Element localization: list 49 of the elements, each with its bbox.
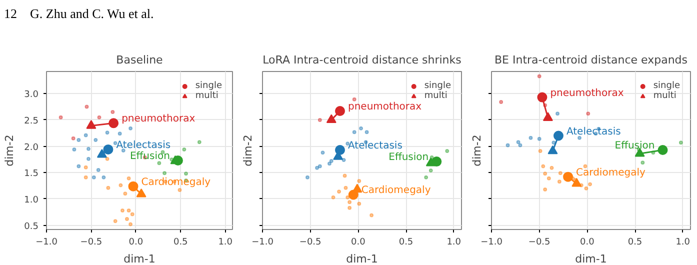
annotation: pneumothorax bbox=[348, 102, 422, 112]
y-tick-label: 1.0 bbox=[24, 195, 39, 206]
x-tick-label: 0.0 bbox=[128, 238, 144, 248]
chart-title: BE Intra-centroid distance expands bbox=[494, 54, 688, 66]
x-tick-label: 0.5 bbox=[173, 238, 188, 248]
legend-label: single bbox=[195, 81, 222, 91]
x-tick-label: 0.5 bbox=[628, 238, 642, 248]
annotation: Effusion bbox=[130, 151, 170, 162]
annotation: Cardiomegaly bbox=[141, 176, 211, 188]
x-tick-label: 1.0 bbox=[676, 238, 690, 248]
x-axis-title: dim-1 bbox=[124, 252, 156, 265]
x-tick-label: 1.0 bbox=[446, 238, 462, 248]
x-tick-label: 0.5 bbox=[398, 238, 414, 248]
annotation: Effusion bbox=[388, 152, 429, 164]
y-tick-label: 2.0 bbox=[24, 142, 39, 153]
text: 12 G. Zhu and C. Wu et al. bbox=[4, 5, 154, 23]
legend-label: multi bbox=[195, 91, 218, 101]
legend-label: multi bbox=[424, 91, 448, 101]
y-axis-title: dim-2 bbox=[3, 134, 16, 166]
legend-label: multi bbox=[653, 91, 676, 101]
annotation: pneumothorax bbox=[550, 88, 624, 99]
x-tick-label: −1.0 bbox=[36, 238, 58, 248]
y-axis-title: dim-2 bbox=[470, 134, 484, 166]
x-tick-label: 0.0 bbox=[351, 238, 366, 248]
x-axis-title: dim-1 bbox=[575, 252, 607, 265]
x-axis-title: dim-1 bbox=[346, 252, 378, 265]
annotation: Cardiomegaly bbox=[361, 185, 431, 196]
legend-label: single bbox=[424, 81, 451, 91]
annotation: pneumothorax bbox=[122, 114, 196, 125]
x-tick-label: −0.5 bbox=[80, 238, 102, 248]
chart-title: LoRA Intra-centroid distance shrinks bbox=[262, 54, 462, 66]
annotation: Atelectasis bbox=[348, 140, 402, 152]
y-tick-label: 2.5 bbox=[24, 116, 39, 126]
y-axis-title: dim-2 bbox=[242, 134, 254, 166]
annotation: Effusion bbox=[614, 140, 655, 152]
x-tick-label: −1.0 bbox=[480, 238, 503, 248]
y-tick-label: 3.0 bbox=[24, 90, 39, 100]
legend-label: single bbox=[653, 81, 680, 91]
x-tick-label: 0.0 bbox=[580, 238, 595, 248]
annotation: Atelectasis bbox=[566, 126, 621, 138]
y-tick-label: 0.5 bbox=[24, 222, 39, 232]
chart-title: Baseline bbox=[116, 54, 164, 66]
x-tick-label: −0.5 bbox=[299, 238, 322, 248]
annotation: Atelectasis bbox=[116, 140, 171, 151]
x-tick-label: 1.0 bbox=[218, 238, 233, 248]
y-tick-label: 1.5 bbox=[24, 169, 39, 180]
x-tick-label: −0.5 bbox=[528, 238, 550, 248]
x-tick-label: −1.0 bbox=[252, 238, 274, 248]
annotation: Cardiomegaly bbox=[576, 167, 646, 178]
